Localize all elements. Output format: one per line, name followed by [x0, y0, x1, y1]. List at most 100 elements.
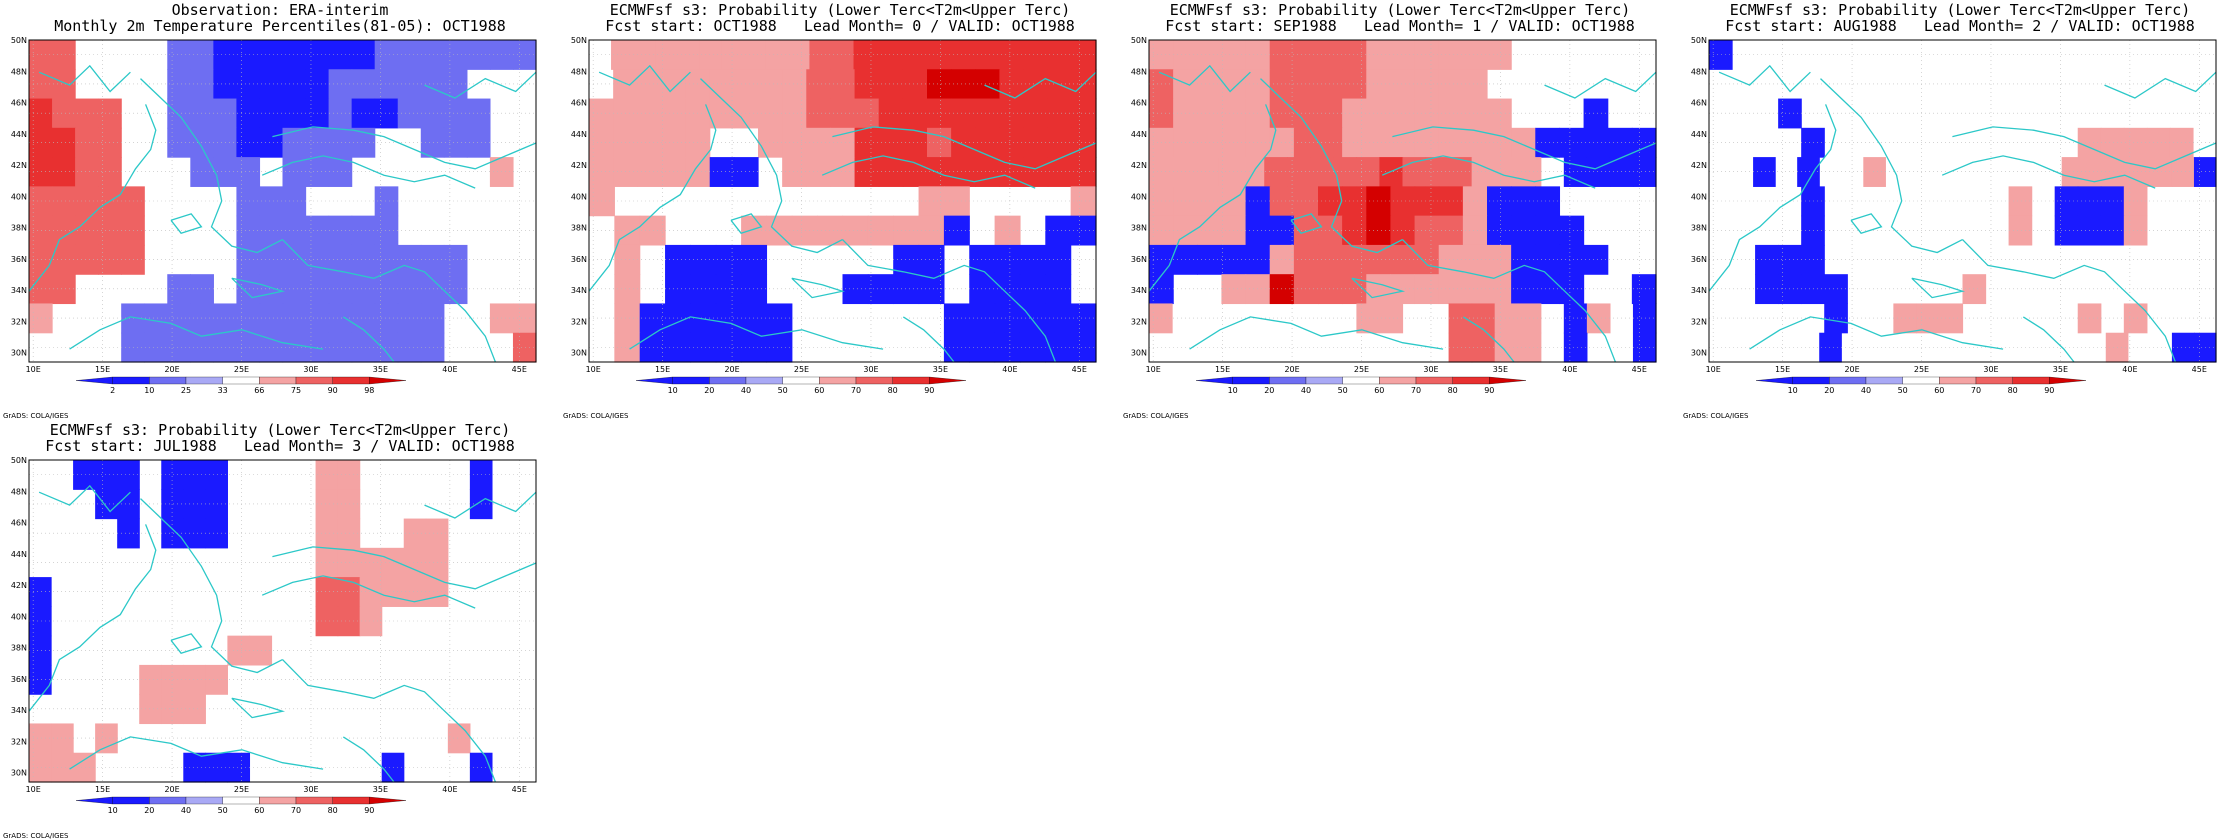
- grid-cell: [1051, 40, 1075, 70]
- colorbar-label: 33: [218, 386, 228, 395]
- grid-cell: [1563, 157, 1588, 187]
- grid-cell: [969, 332, 996, 363]
- grads-credit: GrADS: COLA/IGES: [3, 832, 69, 840]
- grid-cell: [1559, 215, 1585, 246]
- grid-cell: [1318, 127, 1343, 158]
- grid-cell: [685, 98, 711, 129]
- grid-cell: [1269, 127, 1295, 158]
- grid-cell: [52, 69, 76, 100]
- grid-cell: [1293, 127, 1319, 158]
- grid-cell: [403, 518, 427, 549]
- grid-cell: [443, 244, 468, 275]
- grid-cell: [1471, 303, 1496, 334]
- grid-cell: [1318, 215, 1343, 246]
- grid-cell: [1172, 157, 1196, 187]
- grid-cell: [1023, 98, 1049, 129]
- grid-cell: [1149, 215, 1174, 246]
- grid-cell: [1438, 274, 1464, 305]
- grid-cell: [1487, 40, 1512, 70]
- grid-cell: [52, 40, 76, 70]
- lat-tick-label: 36N: [1691, 255, 1707, 264]
- coastline: [272, 126, 537, 170]
- grid-cell: [337, 460, 361, 490]
- colorbar-label: 70: [1411, 386, 1421, 395]
- grid-cell: [1342, 186, 1367, 217]
- grid-cell: [328, 303, 353, 334]
- grid-cell: [741, 332, 768, 363]
- grid-cell: [1755, 274, 1779, 305]
- grid-cell: [1583, 127, 1609, 158]
- grid-cell: [665, 244, 691, 275]
- grid-cell: [639, 215, 666, 246]
- grid-cell: [951, 127, 976, 158]
- probability-map: 50N 48N 46N 44N 42N 40N 38N 36N 34N 32N 30N 10E 15E 2…: [1131, 36, 1657, 395]
- grid-cell: [73, 752, 96, 783]
- grid-cell: [1070, 303, 1097, 334]
- lon-tick-label: 10E: [1706, 365, 1721, 374]
- coastline: [342, 316, 395, 363]
- colorbar-swatch: [1902, 376, 1940, 385]
- colorbar-label: 20: [1264, 386, 1274, 395]
- colorbar-swatch: [185, 796, 223, 805]
- colorbar-label: 50: [1898, 386, 1908, 395]
- coastline: [231, 277, 286, 299]
- lat-tick-label: 38N: [571, 224, 587, 233]
- coastline: [700, 78, 843, 254]
- colorbar-swatch: [222, 796, 260, 805]
- lon-tick-label: 25E: [1914, 365, 1929, 374]
- grid-cell: [259, 69, 284, 100]
- coastline: [821, 155, 1036, 189]
- grid-cell: [791, 215, 818, 246]
- colorbar-label: 20: [144, 806, 154, 815]
- grid-cell: [183, 460, 206, 490]
- grid-cell: [1632, 303, 1657, 334]
- plot-area: [588, 39, 1097, 363]
- grid-cell: [975, 127, 1001, 158]
- map-panel-lead-2: ECMWFsf s3: Probability (Lower Terc<T2m<…: [1680, 0, 2240, 420]
- grid-cell: [665, 274, 691, 305]
- grid-cell: [951, 98, 976, 129]
- grid-cell: [2171, 332, 2195, 363]
- grid-cell: [29, 157, 53, 187]
- grid-cell: [1801, 215, 1825, 246]
- colorbar-swatch: [149, 376, 187, 385]
- grid-cell: [305, 98, 330, 129]
- grid-cell: [758, 69, 783, 100]
- lon-tick-label: 45E: [512, 785, 527, 794]
- lon-tick-label: 30E: [1983, 365, 1998, 374]
- grid-cell: [902, 98, 928, 129]
- coastline: [342, 736, 395, 783]
- grid-cell: [853, 40, 877, 70]
- grid-cell: [259, 215, 284, 246]
- grid-cell: [1366, 40, 1392, 70]
- grid-cell: [2054, 186, 2079, 217]
- grid-cell: [282, 215, 307, 246]
- grid-cell: [787, 40, 811, 70]
- grid-cell: [190, 98, 214, 129]
- grid-cell: [351, 332, 376, 363]
- grid-cell: [337, 606, 361, 637]
- colorbar: 2 10 25 33 66 75 90 98: [75, 376, 407, 395]
- grid-cell: [994, 303, 1021, 334]
- grid-cell: [397, 332, 422, 363]
- colorbar-label: 90: [364, 806, 374, 815]
- temperature-map: 50N 48N 46N 44N 42N 40N 38N 36N 34N 32N 30N 10E 15E 2…: [11, 36, 537, 395]
- grid-cell: [589, 127, 614, 158]
- grid-cell: [951, 157, 976, 187]
- grid-cell: [161, 489, 184, 520]
- lat-tick-label: 34N: [571, 286, 587, 295]
- lon-tick-label: 35E: [2053, 365, 2068, 374]
- grid-cell: [315, 606, 339, 637]
- grid-cell: [282, 332, 307, 363]
- colorbar-label: 50: [778, 386, 788, 395]
- coastline: [1962, 239, 2177, 363]
- colorbar-label: 98: [364, 386, 374, 395]
- grid-cell: [1438, 244, 1464, 275]
- grid-cell: [854, 157, 880, 187]
- lat-tick-label: 50N: [1691, 36, 1707, 45]
- colorbar: 10 20 40 50 60 70 80 90: [75, 796, 407, 815]
- grid-cell: [1318, 186, 1343, 217]
- colorbar-swatch: [295, 376, 333, 385]
- colorbar-label: 70: [291, 806, 301, 815]
- grid-cell: [236, 127, 261, 158]
